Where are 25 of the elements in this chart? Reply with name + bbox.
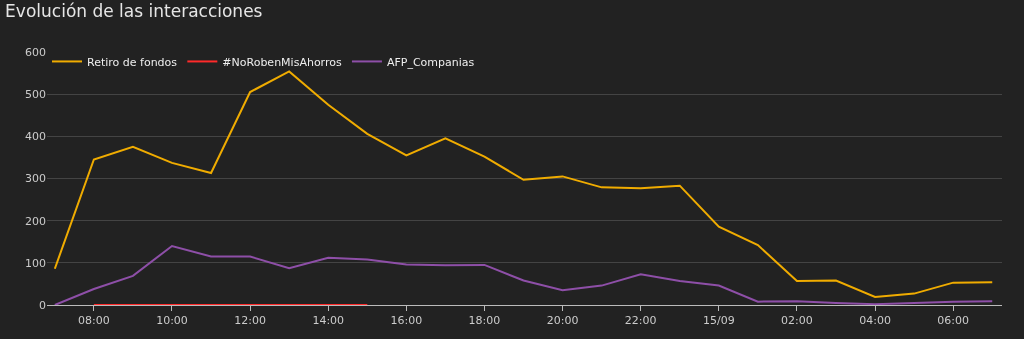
x-tick-label: 06:00 xyxy=(937,314,970,328)
legend-label: AFP_Companias xyxy=(386,55,475,69)
x-tick-label: 14:00 xyxy=(312,314,345,328)
y-tick-label: 200 xyxy=(25,214,46,228)
x-tick-label: 15/09 xyxy=(702,314,735,328)
x-tick-label: 08:00 xyxy=(78,314,110,328)
y-tick-label: 100 xyxy=(25,256,46,270)
x-tick-label: 18:00 xyxy=(468,314,501,328)
x-tick-label: 04:00 xyxy=(859,314,891,328)
y-tick-label: 600 xyxy=(25,45,46,59)
line-series xyxy=(53,70,994,298)
chart-title: Evolución de las interacciones xyxy=(5,0,263,21)
x-tick-label: 20:00 xyxy=(546,314,579,328)
legend-label: #NoRobenMisAhorros xyxy=(222,55,342,69)
line-series xyxy=(53,244,994,305)
y-tick-label: 300 xyxy=(25,172,46,186)
x-tick-label: 10:00 xyxy=(156,314,188,328)
x-tick-label: 12:00 xyxy=(234,314,266,328)
legend-label: Retiro de fondos xyxy=(87,55,178,69)
x-tick-label: 16:00 xyxy=(390,314,423,328)
y-tick-label: 400 xyxy=(25,130,46,144)
x-tick-label: 02:00 xyxy=(781,314,813,328)
y-tick-label: 0 xyxy=(39,298,46,312)
x-tick-label: 22:00 xyxy=(624,314,657,328)
y-tick-label: 500 xyxy=(25,88,46,102)
